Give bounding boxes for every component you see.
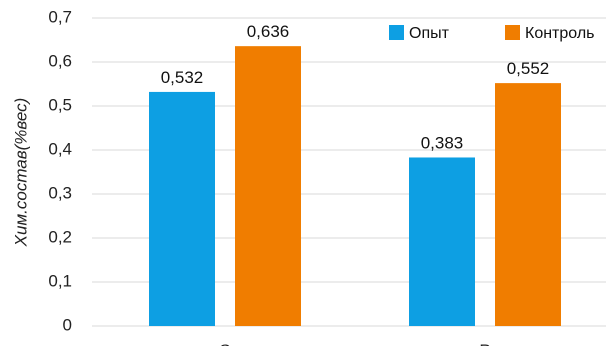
y-tick-label: 0,6 — [48, 51, 72, 70]
legend-swatch-kontrol — [505, 25, 520, 40]
y-axis-label: Хим.состав(%вес) — [11, 98, 30, 248]
data-label: 0,532 — [161, 68, 204, 87]
y-tick-label: 0,4 — [48, 139, 72, 158]
legend-item-kontrol: Контроль — [505, 25, 595, 42]
bar-kontrol-p — [495, 83, 561, 327]
data-label: 0,383 — [421, 133, 464, 152]
bar-opyt-s — [149, 91, 215, 326]
y-tick-label: 0,2 — [48, 227, 72, 246]
bar-opyt-p — [409, 157, 475, 326]
data-label: 0,552 — [507, 59, 550, 78]
x-axis-ticks: SP — [219, 341, 490, 346]
y-axis-ticks: 0 0,1 0,2 0,3 0,4 0,5 0,6 0,7 — [48, 7, 72, 334]
x-tick-label: S — [219, 341, 230, 346]
bars: 0,532 0,636 0,383 0,552 — [149, 22, 561, 327]
data-label: 0,636 — [247, 22, 290, 41]
legend-swatch-opyt — [389, 25, 404, 40]
x-tick-label: P — [479, 341, 490, 346]
legend-label-kontrol: Контроль — [525, 25, 595, 42]
bar-kontrol-s — [235, 46, 301, 326]
y-tick-label: 0,3 — [48, 183, 72, 202]
legend-label-opyt: Опыт — [409, 25, 450, 42]
legend: Опыт Контроль — [389, 25, 595, 42]
y-tick-label: 0,1 — [48, 271, 72, 290]
y-tick-label: 0,7 — [48, 7, 72, 26]
legend-item-opyt: Опыт — [389, 25, 450, 42]
y-tick-label: 0 — [63, 315, 72, 334]
y-tick-label: 0,5 — [48, 95, 72, 114]
